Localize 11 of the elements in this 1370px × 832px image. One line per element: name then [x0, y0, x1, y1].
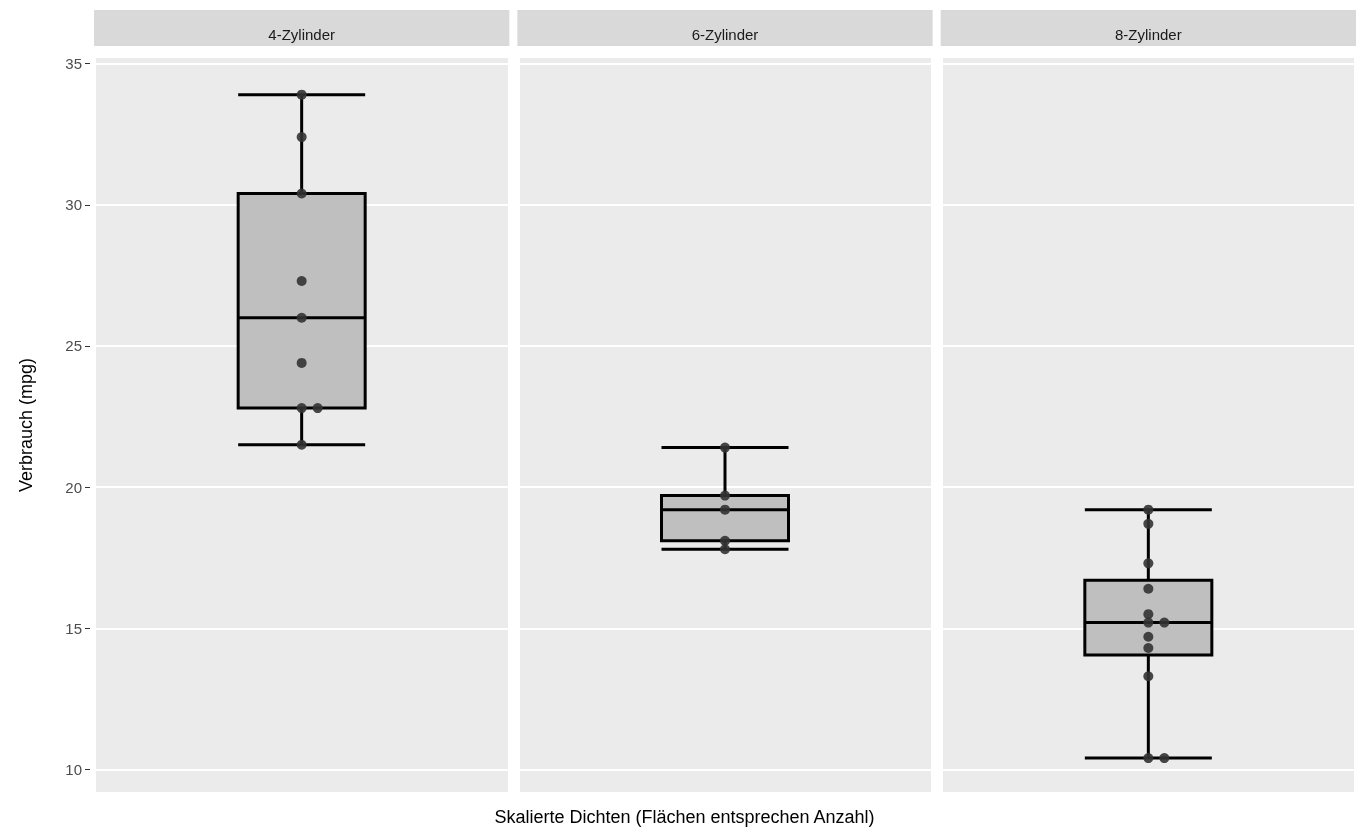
y-tick-label: 25	[65, 337, 82, 355]
y-tick-label: 15	[65, 619, 82, 637]
y-tick-label: 30	[65, 196, 82, 214]
y-axis-title: Verbrauch (mpg)	[16, 357, 36, 493]
y-tick-label: 10	[65, 760, 82, 778]
x-axis-title: Skalierte Dichten (Flächen entsprechen Anzahl)	[494, 807, 875, 827]
x-tick-label: 8-Zylinder	[1114, 26, 1182, 43]
x-tick-label: 4-Zylinder	[268, 26, 336, 43]
y-tick-label: 35	[65, 55, 82, 73]
y-tick-label: 20	[65, 478, 82, 496]
x-tick-label: 6-Zylinder	[691, 26, 759, 43]
